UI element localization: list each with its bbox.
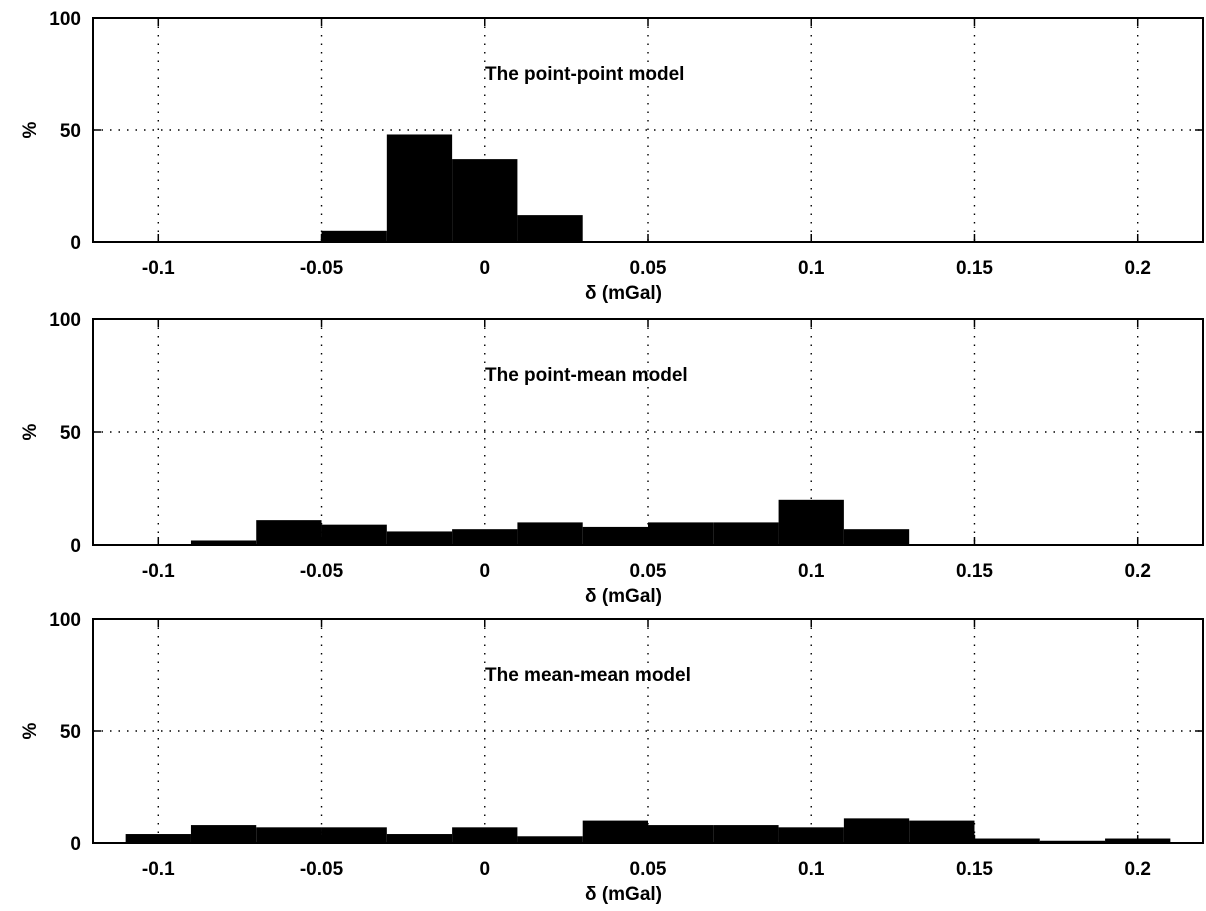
- panel-title: The mean-mean model: [485, 665, 691, 686]
- panel-title: The point-mean model: [485, 365, 688, 386]
- histogram-bar: [321, 827, 387, 843]
- x-tick-label: 0.05: [630, 258, 667, 279]
- y-tick-label: 0: [70, 536, 81, 557]
- y-axis-label: %: [20, 423, 41, 440]
- histogram-bar: [452, 159, 518, 242]
- x-tick-label: -0.1: [142, 561, 175, 582]
- histogram-bar: [713, 825, 779, 843]
- x-tick-label: 0.1: [798, 258, 825, 279]
- y-tick-label: 100: [49, 9, 81, 30]
- x-tick-label: 0.1: [798, 561, 825, 582]
- x-tick-label: 0.15: [956, 859, 993, 880]
- x-tick-label: -0.05: [300, 561, 344, 582]
- y-tick-label: 50: [60, 121, 81, 142]
- x-tick-label: -0.1: [142, 859, 175, 880]
- x-tick-label: 0: [479, 859, 490, 880]
- x-tick-label: 0.2: [1124, 258, 1150, 279]
- histogram-bar: [843, 529, 910, 545]
- histogram-bar: [517, 836, 583, 843]
- histogram-bar: [582, 820, 648, 843]
- histogram-bar: [843, 818, 910, 843]
- histogram-bar: [1039, 840, 1106, 843]
- histogram-bar: [517, 215, 583, 242]
- histogram-bar: [190, 825, 257, 843]
- histogram-panel-2: -0.1 -0.05 0 0.05 0.1 0.15 0.2 0 50 100 δ (mGal)% T…: [20, 310, 1204, 607]
- histogram-bar: [648, 825, 714, 843]
- x-tick-label: -0.05: [300, 258, 344, 279]
- histogram-bar: [321, 524, 387, 545]
- histogram-bar: [713, 522, 779, 545]
- histogram-panel-3: -0.1 -0.05 0 0.05 0.1 0.15 0.2 0 50 100 δ (mGal)% T…: [20, 610, 1204, 905]
- histogram-bar: [386, 531, 453, 545]
- x-tick-label: 0.15: [956, 258, 993, 279]
- panel-title: The point-point model: [485, 64, 684, 85]
- y-axis-label: %: [20, 722, 41, 739]
- x-tick-label: 0.2: [1124, 859, 1150, 880]
- x-tick-label: 0.15: [956, 561, 993, 582]
- histogram-panel-1: -0.1 -0.05 0 0.05 0.1 0.15 0.2 0 50 100 δ (mGal)% T…: [20, 9, 1204, 304]
- y-tick-label: 50: [60, 423, 81, 444]
- x-tick-label: 0.2: [1124, 561, 1150, 582]
- histogram-bar: [386, 134, 453, 242]
- histogram-bar: [909, 820, 975, 843]
- histogram-bar: [582, 526, 648, 545]
- x-tick-label: -0.1: [142, 258, 175, 279]
- x-tick-label: 0.05: [630, 859, 667, 880]
- x-tick-label: 0: [479, 258, 490, 279]
- x-tick-label: -0.05: [300, 859, 344, 880]
- y-tick-label: 50: [60, 722, 81, 743]
- histogram-bar: [648, 522, 714, 545]
- histogram-bar: [256, 827, 322, 843]
- x-axis-label: δ (mGal): [585, 283, 662, 304]
- y-tick-label: 0: [70, 233, 81, 254]
- histogram-bar: [321, 230, 387, 242]
- y-axis-label: %: [20, 121, 41, 138]
- y-tick-label: 100: [49, 310, 81, 331]
- x-tick-label: 0: [479, 561, 490, 582]
- histogram-bar: [517, 522, 583, 545]
- x-tick-label: 0.05: [630, 561, 667, 582]
- histogram-bar: [386, 834, 453, 843]
- x-axis-label: δ (mGal): [585, 884, 662, 905]
- histogram-bar: [190, 540, 257, 545]
- histogram-bar: [974, 838, 1040, 843]
- y-tick-label: 0: [70, 834, 81, 855]
- x-tick-label: 0.1: [798, 859, 825, 880]
- y-tick-label: 100: [49, 610, 81, 631]
- x-axis-label: δ (mGal): [585, 586, 662, 607]
- histogram-bar: [256, 520, 322, 545]
